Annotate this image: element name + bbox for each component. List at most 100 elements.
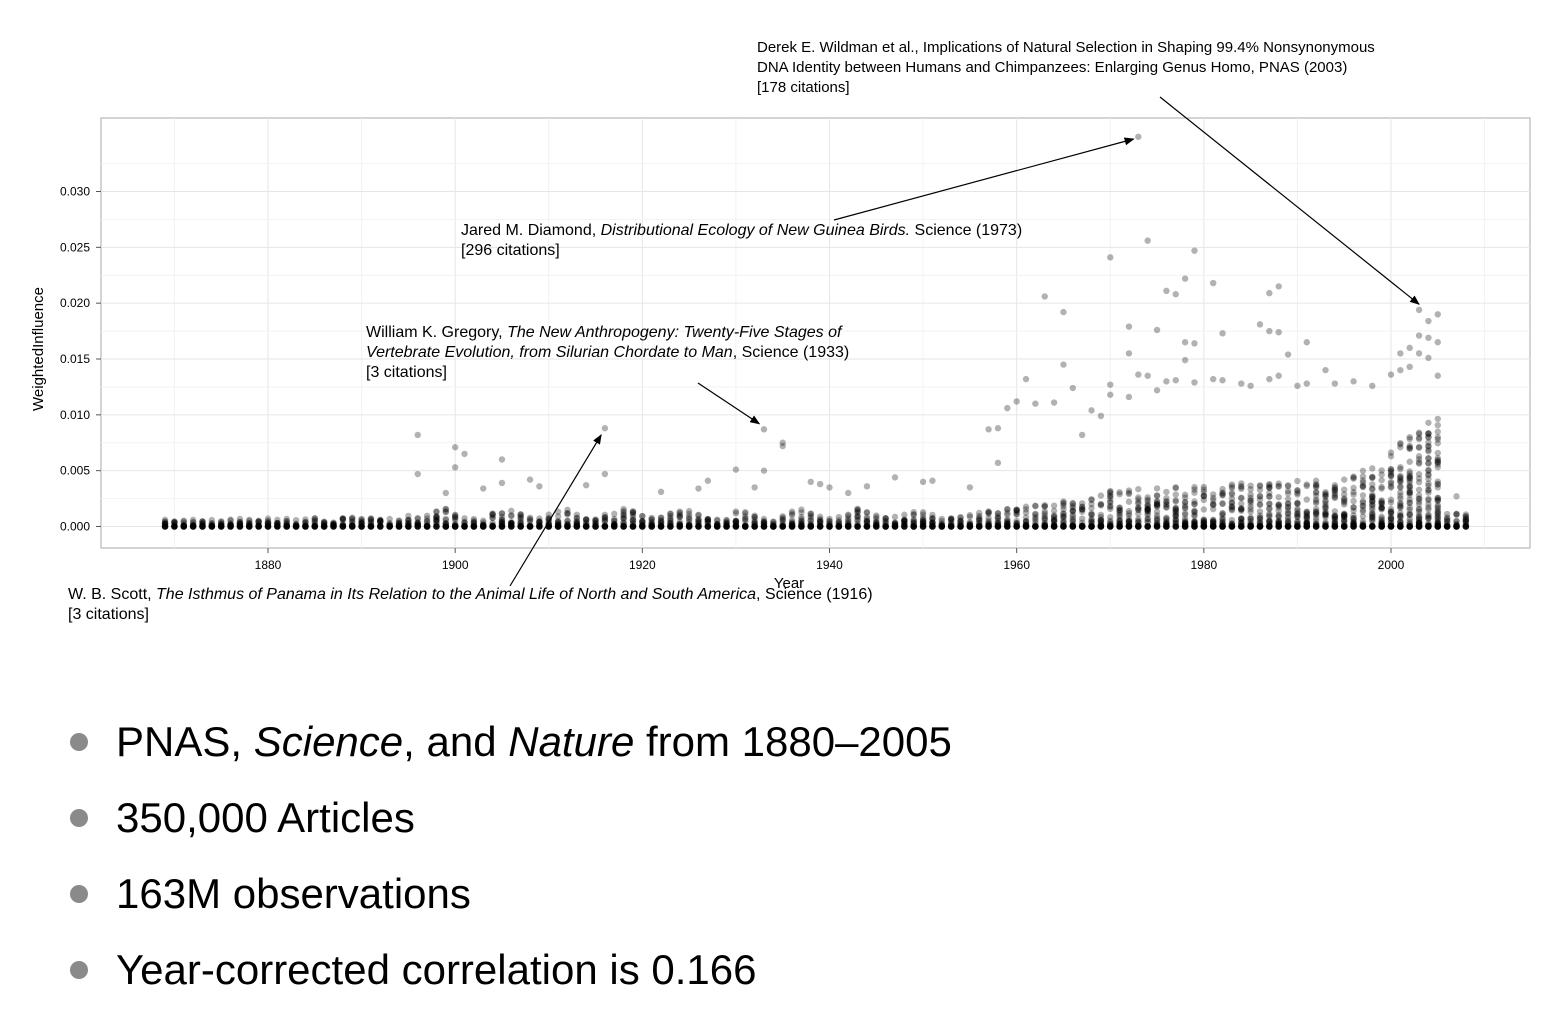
- outlier-point: [1172, 377, 1179, 384]
- data-point: [676, 513, 683, 520]
- data-point: [816, 513, 824, 520]
- data-point: [732, 510, 740, 517]
- data-point: [442, 508, 450, 515]
- data-point: [1050, 516, 1058, 524]
- outlier-point: [891, 474, 899, 481]
- data-point: [1425, 454, 1432, 462]
- data-point: [1041, 510, 1048, 517]
- data-point: [1397, 441, 1404, 448]
- data-point: [1415, 444, 1423, 451]
- data-point: [1125, 498, 1133, 505]
- data-point: [246, 516, 253, 524]
- data-point: [1331, 490, 1339, 497]
- data-point: [1294, 500, 1301, 507]
- data-point: [947, 523, 955, 530]
- data-point: [442, 523, 450, 530]
- data-point: [1406, 489, 1413, 496]
- data-point: [1434, 459, 1441, 466]
- data-point: [816, 523, 824, 530]
- data-point: [1397, 463, 1404, 471]
- data-point: [386, 515, 393, 523]
- data-point: [1415, 479, 1423, 486]
- data-point: [498, 510, 506, 517]
- data-point: [1322, 504, 1329, 511]
- data-point: [1088, 515, 1095, 523]
- data-point: [1312, 505, 1320, 513]
- data-point: [1022, 518, 1030, 525]
- data-point: [1275, 501, 1282, 508]
- data-point: [1078, 508, 1086, 515]
- data-point: [835, 518, 843, 526]
- outlier-point: [1303, 380, 1310, 387]
- data-point: [1125, 490, 1133, 498]
- data-point: [657, 517, 665, 524]
- data-point: [1406, 496, 1413, 503]
- data-point: [685, 513, 693, 520]
- outlier-point: [1163, 378, 1170, 385]
- data-point: [582, 516, 590, 524]
- data-point: [760, 523, 768, 530]
- data-point: [1200, 492, 1208, 500]
- data-point: [788, 510, 796, 517]
- outlier-point: [1331, 380, 1339, 387]
- outlier-point: [1032, 400, 1039, 407]
- data-point: [1266, 484, 1273, 492]
- data-point: [1369, 493, 1376, 501]
- data-point: [1247, 494, 1254, 502]
- data-point: [976, 509, 983, 517]
- data-point: [1219, 510, 1226, 517]
- data-point: [1341, 510, 1348, 518]
- data-point: [1359, 483, 1367, 490]
- annotation-diamond-author: Jared M. Diamond,: [461, 222, 601, 239]
- data-point: [863, 513, 871, 521]
- data-point: [1191, 508, 1198, 515]
- data-point: [218, 518, 225, 525]
- data-point: [695, 518, 702, 526]
- data-point: [779, 516, 786, 524]
- data-point: [798, 517, 805, 525]
- data-point: [882, 518, 889, 525]
- data-point: [367, 518, 375, 526]
- data-point: [349, 518, 356, 525]
- data-point: [1238, 505, 1245, 512]
- data-point: [1209, 523, 1217, 530]
- data-point: [1425, 472, 1432, 479]
- data-point: [1415, 486, 1423, 493]
- data-point: [882, 515, 889, 522]
- data-point: [180, 518, 187, 525]
- data-point: [1060, 523, 1067, 530]
- data-point: [676, 509, 683, 517]
- data-point: [844, 523, 852, 530]
- data-point: [1387, 514, 1395, 522]
- outlier-point: [1144, 237, 1151, 244]
- data-point: [1125, 510, 1133, 517]
- data-point: [947, 516, 955, 524]
- data-point: [1350, 491, 1357, 498]
- data-point: [1004, 509, 1011, 516]
- data-point: [1191, 498, 1198, 505]
- data-point: [1284, 495, 1292, 503]
- data-point: [1032, 510, 1039, 517]
- annotation-gregory-title: The New Anthropogeny: Twenty-Five Stages…: [507, 324, 842, 341]
- data-point: [732, 517, 740, 525]
- data-point: [1425, 460, 1432, 467]
- data-point: [264, 523, 272, 530]
- data-point: [1406, 504, 1413, 511]
- data-point: [1406, 491, 1413, 499]
- data-point: [1238, 515, 1245, 522]
- bullet-item-articles: 350,000 Articles: [68, 788, 952, 864]
- data-point: [947, 515, 955, 522]
- data-point: [1256, 493, 1264, 500]
- data-point: [1387, 466, 1395, 473]
- x-tick-label: 1960: [1003, 558, 1030, 572]
- outlier-point: [1078, 431, 1086, 439]
- data-point: [1144, 505, 1151, 512]
- data-point: [657, 518, 665, 526]
- data-point: [1125, 515, 1133, 523]
- data-point: [667, 510, 674, 518]
- data-point: [854, 509, 861, 516]
- data-point: [807, 517, 814, 524]
- data-point: [1434, 515, 1441, 523]
- data-point: [1125, 518, 1133, 525]
- data-point: [508, 507, 515, 515]
